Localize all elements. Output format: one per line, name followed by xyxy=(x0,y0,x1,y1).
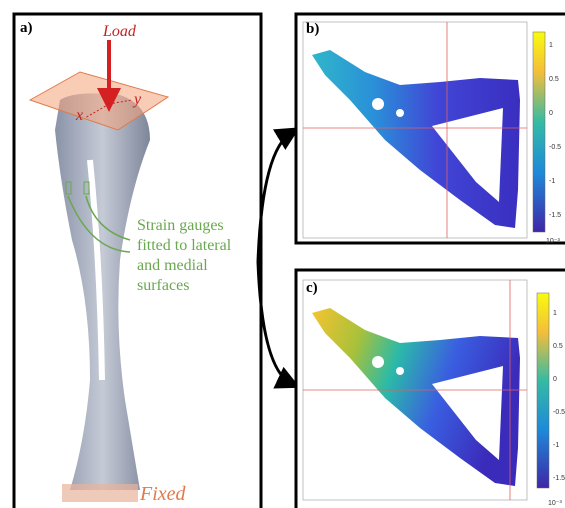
note-line: fitted to lateral xyxy=(137,237,232,254)
colorbar-tick: -1 xyxy=(553,442,559,449)
axis-y-label: y xyxy=(132,91,142,108)
colorbar-tick: -1.5 xyxy=(549,212,561,219)
panel-label: a) xyxy=(20,20,33,36)
figure: a) Load x y Strain gauges fitted to later… xyxy=(0,0,565,508)
fixed-label: Fixed xyxy=(139,483,187,505)
note-line: and medial xyxy=(137,257,208,274)
colorbar-tick: -1 xyxy=(549,178,555,185)
colorbar-tick: 1 xyxy=(553,310,557,317)
hole xyxy=(372,98,384,110)
colorbar-tick: -0.5 xyxy=(553,409,565,416)
axis-x-label: x xyxy=(75,107,83,124)
link-arrow xyxy=(258,132,292,262)
panel-label: c) xyxy=(306,280,318,296)
colorbar-tick: 1 xyxy=(549,42,553,49)
fixed-base xyxy=(62,484,138,502)
colorbar-tick: 0.5 xyxy=(553,343,563,350)
colorbar xyxy=(537,293,549,488)
colorbar-tick: 0 xyxy=(553,376,557,383)
colorbar xyxy=(533,32,545,232)
colorbar-tick: 0 xyxy=(549,110,553,117)
hole xyxy=(396,109,404,117)
hole xyxy=(372,356,384,368)
colorbar-tick: -0.5 xyxy=(549,144,561,151)
link-arrow xyxy=(258,262,292,384)
colorbar-tick: 0.5 xyxy=(549,76,559,83)
panel-label: b) xyxy=(306,21,319,37)
note-line: Strain gauges xyxy=(137,217,224,234)
load-label: Load xyxy=(102,23,137,40)
colorbar-exponent: 10⁻³ xyxy=(546,238,560,245)
colorbar-tick: -1.5 xyxy=(553,475,565,482)
note-line: surfaces xyxy=(137,277,189,294)
colorbar-exponent: 10⁻³ xyxy=(548,500,562,507)
hole xyxy=(396,367,404,375)
